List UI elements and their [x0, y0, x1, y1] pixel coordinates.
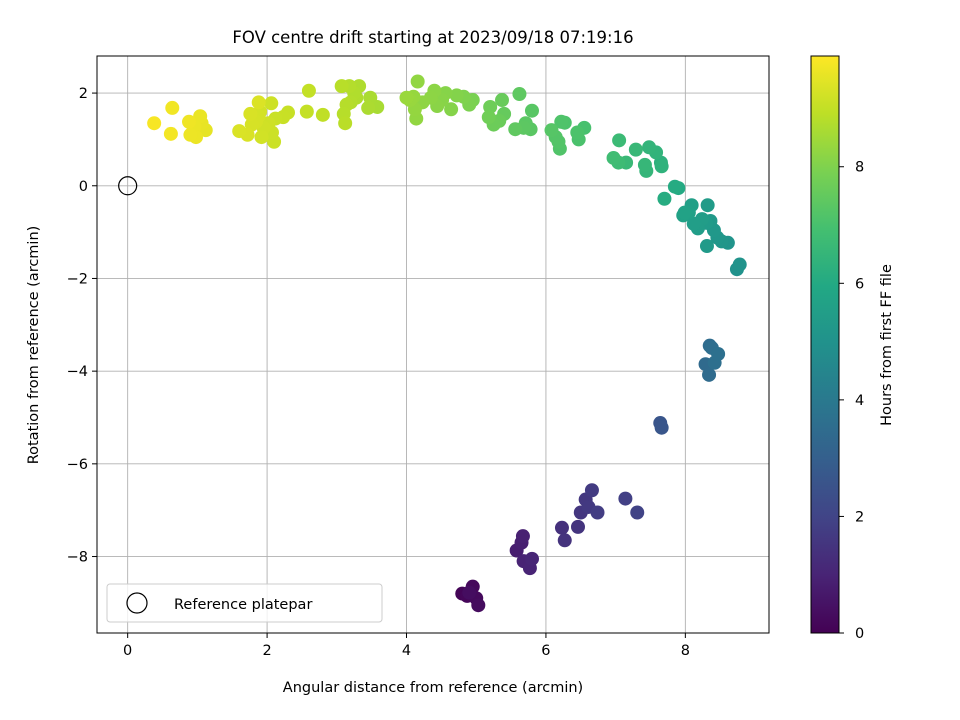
y-axis-ticks: 2 0 −2 −4 −6 −8 — [67, 86, 97, 566]
data-point — [481, 110, 496, 125]
data-point — [301, 83, 316, 98]
data-point — [193, 109, 208, 124]
data-point — [557, 533, 572, 548]
data-point — [232, 124, 247, 139]
data-point — [686, 216, 701, 231]
data-point — [483, 99, 498, 114]
data-point — [315, 107, 330, 122]
colorbar: 0 2 4 6 8 Hours from first FF file — [810, 55, 895, 642]
data-point — [524, 103, 539, 118]
x-axis-ticks: 0 2 4 6 8 — [123, 633, 690, 659]
colorbar-ticks: 0 2 4 6 8 — [839, 160, 864, 642]
data-point — [243, 106, 258, 121]
data-point — [410, 74, 425, 89]
data-point — [677, 205, 692, 220]
plot-frame — [96, 55, 770, 634]
legend-marker — [126, 592, 148, 614]
data-point — [590, 505, 605, 520]
data-point — [711, 347, 726, 362]
y-tick-label: −8 — [67, 550, 88, 566]
legend: Reference platepar — [106, 583, 383, 623]
legend-box — [106, 583, 383, 623]
data-point — [495, 93, 510, 108]
data-point — [630, 505, 645, 520]
data-point — [612, 133, 627, 148]
x-tick-label: 6 — [541, 643, 550, 659]
y-tick-label: −2 — [67, 271, 88, 287]
data-point — [628, 142, 643, 157]
data-point — [444, 102, 459, 117]
data-point — [508, 122, 523, 137]
x-tick-label: 8 — [681, 643, 690, 659]
colorbar-tick-label: 4 — [855, 393, 864, 409]
y-axis-label: Rotation from reference (arcmin) — [26, 226, 42, 465]
data-point — [163, 126, 178, 141]
colorbar-tick-label: 6 — [855, 276, 864, 292]
data-point — [515, 529, 530, 544]
colorbar-tick-label: 8 — [855, 160, 864, 176]
data-point — [182, 114, 197, 129]
x-tick-label: 2 — [262, 643, 271, 659]
data-points — [147, 74, 747, 613]
x-tick-label: 0 — [123, 643, 132, 659]
data-point — [462, 585, 477, 600]
data-point — [554, 520, 569, 535]
legend-entry-label: Reference platepar — [174, 597, 312, 613]
data-point — [524, 551, 539, 566]
data-point — [667, 179, 682, 194]
y-tick-label: −6 — [67, 457, 88, 473]
data-point — [254, 130, 269, 145]
y-tick-label: 0 — [79, 179, 88, 195]
data-point — [702, 367, 717, 382]
data-point — [471, 598, 486, 613]
y-tick-label: −4 — [67, 364, 88, 380]
data-point — [570, 519, 585, 534]
colorbar-label: Hours from first FF file — [879, 264, 895, 426]
data-point — [449, 88, 464, 103]
data-point — [264, 96, 279, 111]
data-point — [299, 104, 314, 119]
data-point — [554, 114, 569, 129]
data-point — [584, 483, 599, 498]
y-tick-label: 2 — [79, 86, 88, 102]
data-point — [399, 90, 414, 105]
data-point — [618, 491, 633, 506]
data-point — [251, 95, 266, 110]
data-point — [654, 159, 669, 174]
colorbar-gradient — [810, 55, 840, 634]
data-point — [570, 125, 585, 140]
data-point — [338, 116, 353, 131]
x-tick-label: 4 — [402, 643, 411, 659]
data-point — [657, 191, 672, 206]
data-point — [165, 100, 180, 115]
x-axis-label: Angular distance from reference (arcmin) — [283, 680, 583, 696]
data-point — [544, 123, 559, 138]
data-point — [699, 239, 714, 254]
data-point — [654, 420, 669, 435]
data-point — [732, 257, 747, 272]
data-point — [700, 198, 715, 213]
reference-platepar-marker — [118, 176, 138, 196]
colorbar-tick-label: 2 — [855, 509, 864, 525]
data-point — [512, 87, 527, 102]
data-point — [183, 127, 198, 142]
data-point — [334, 79, 349, 94]
data-point — [361, 100, 376, 115]
chart-title: FOV centre drift starting at 2023/09/18 … — [232, 28, 633, 47]
data-point — [637, 157, 652, 172]
colorbar-tick-label: 0 — [855, 626, 864, 642]
data-point — [606, 150, 621, 165]
data-point — [642, 140, 657, 155]
data-point — [147, 116, 162, 131]
